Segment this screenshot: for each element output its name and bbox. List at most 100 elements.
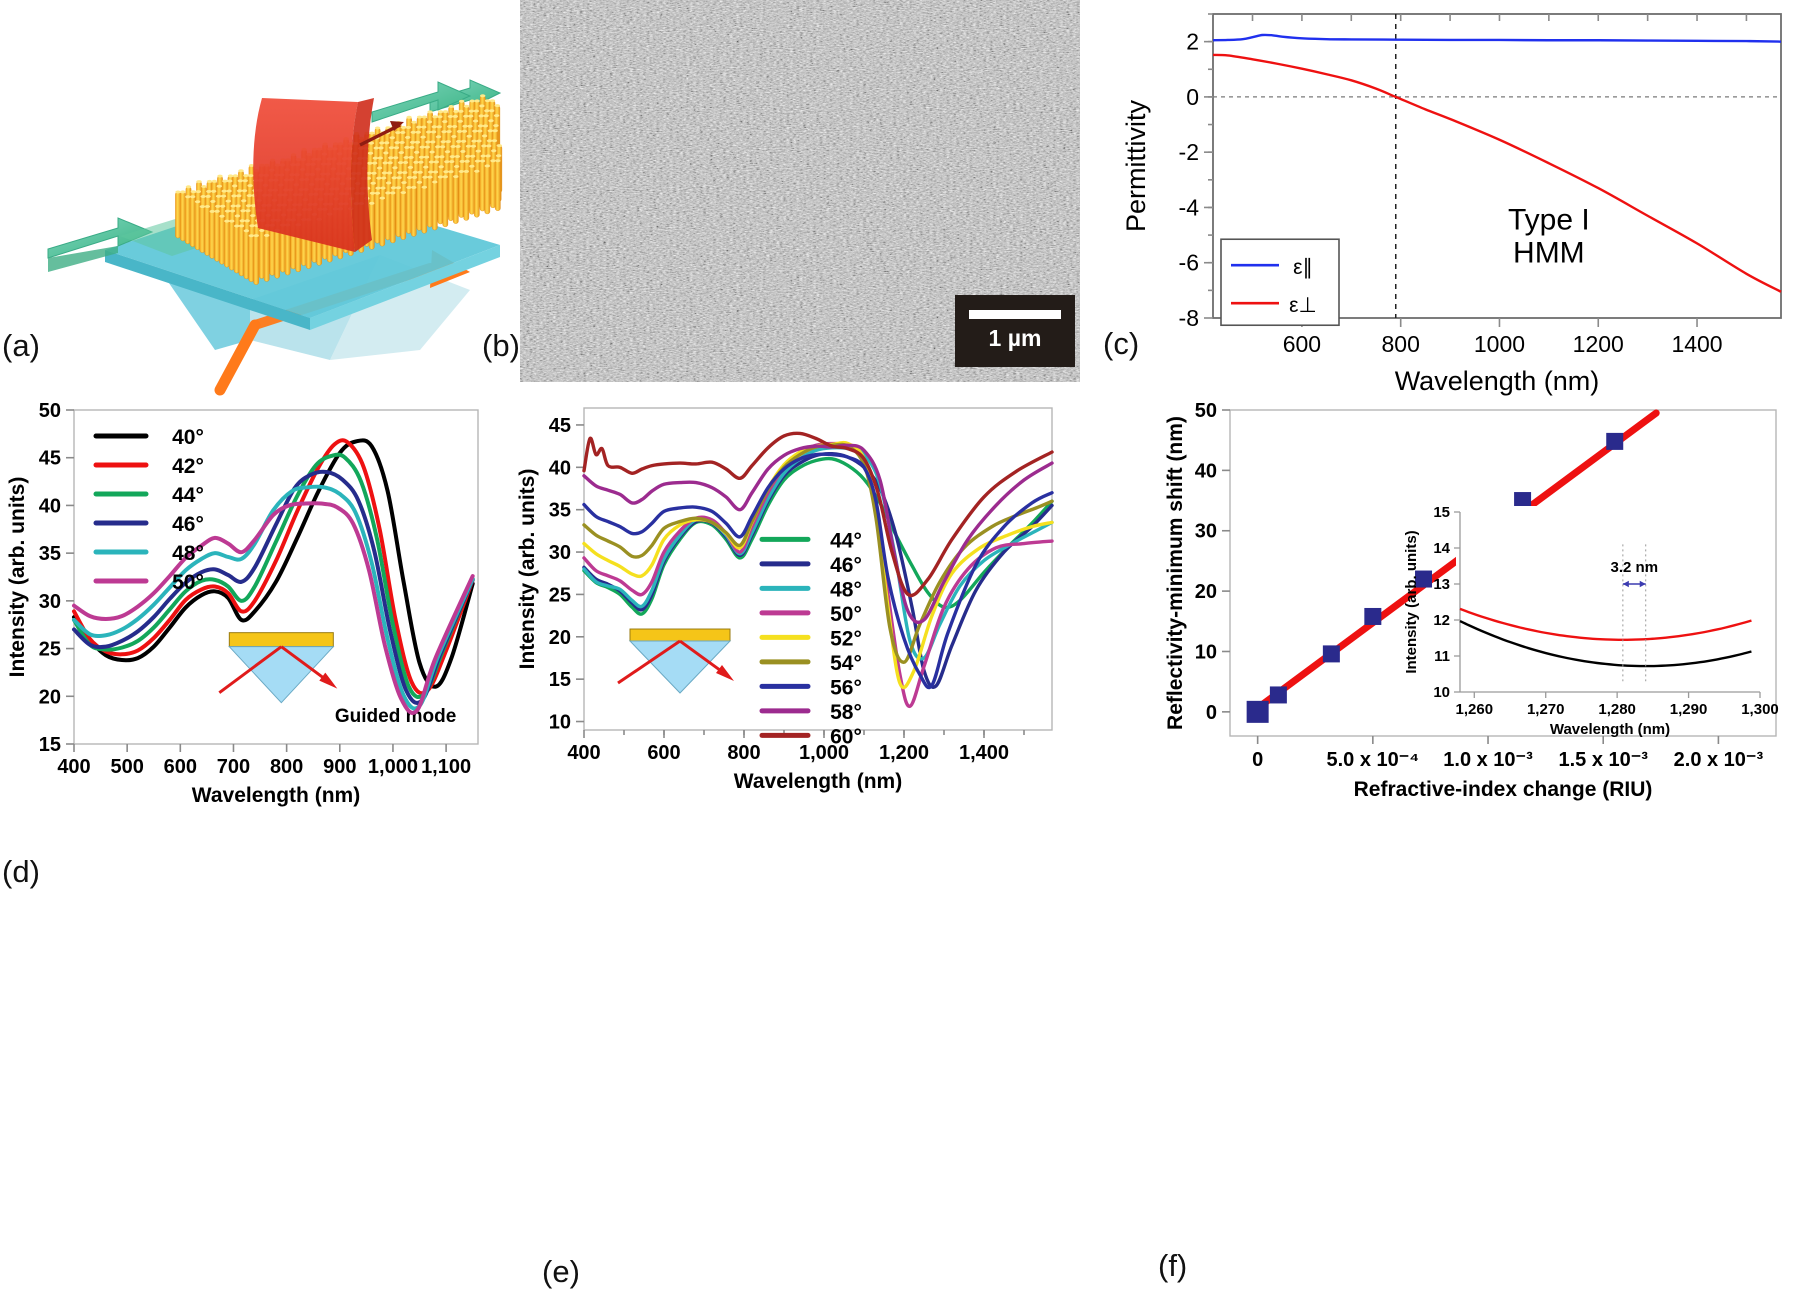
series-40° bbox=[72, 438, 475, 689]
y-tick-label: 40 bbox=[39, 495, 61, 517]
series-48° bbox=[582, 445, 1054, 661]
y-tick-label: 20 bbox=[1195, 581, 1217, 603]
x-tick-label: 1.0 x 10⁻³ bbox=[1443, 749, 1533, 771]
y-tick-label: -6 bbox=[1179, 250, 1199, 276]
legend-label: 44° bbox=[172, 484, 204, 507]
y-tick-label: 30 bbox=[39, 591, 61, 613]
x-tick-label: 1,400 bbox=[959, 742, 1009, 764]
legend-label: 52° bbox=[830, 627, 862, 650]
x-tick-label: 1,100 bbox=[421, 756, 471, 778]
series-58° bbox=[582, 443, 1054, 625]
panel-a-schematic: (a) bbox=[0, 0, 503, 396]
data-point-marker bbox=[1606, 432, 1624, 450]
legend-label: 40° bbox=[172, 426, 204, 449]
y-tick-label: 35 bbox=[39, 543, 61, 565]
schematic-svg bbox=[47, 79, 503, 396]
nanorod-array bbox=[175, 94, 503, 285]
panel-d-chart: 400 500 600 700 800 900 1,000 1,100 15 20 25 30 35 40… bbox=[6, 400, 479, 807]
inset-y-tick-label: 13 bbox=[1433, 576, 1450, 593]
y-tick-label: 15 bbox=[39, 734, 61, 756]
panel-c-legend bbox=[1220, 238, 1340, 327]
panel-f-chart: 0 5.0 x 10⁻⁴ 1.0 x 10⁻³ 1.5 x 10⁻³ 2.0 x 10⁻… bbox=[1164, 400, 1779, 801]
series-46° bbox=[72, 469, 475, 705]
x-tick-label: 600 bbox=[1283, 331, 1321, 357]
x-tick-label: 1,200 bbox=[879, 742, 929, 764]
y-axis-title: Intensity (arb. units) bbox=[6, 477, 29, 678]
y-tick-label: 50 bbox=[39, 400, 61, 422]
y-tick-label: 20 bbox=[549, 627, 571, 649]
inset-y-tick-label: 11 bbox=[1434, 648, 1450, 665]
data-point-marker bbox=[1246, 700, 1269, 723]
y-tick-label: 15 bbox=[549, 669, 571, 691]
x-tick-label: 800 bbox=[1381, 331, 1419, 357]
inset-x-tick-label: 1,280 bbox=[1598, 701, 1636, 718]
x-tick-label: 400 bbox=[567, 742, 600, 764]
panel-c-permittivity: 600 800 1000 1200 1400 2 0 -2 -4 -6 -8 Type I HMM ε∥ ε… bbox=[1103, 0, 1793, 396]
inset-y-tick-label: 10 bbox=[1433, 684, 1450, 701]
x-tick-label: 900 bbox=[323, 756, 356, 778]
data-point-marker bbox=[1514, 492, 1532, 510]
y-tick-label: 45 bbox=[549, 415, 571, 437]
y-tick-label: 0 bbox=[1206, 702, 1217, 724]
y-tick-label: 25 bbox=[39, 639, 61, 661]
series-eps-perp bbox=[1212, 53, 1782, 293]
sem-scale-bar bbox=[969, 310, 1061, 319]
y-tick-label: -4 bbox=[1179, 194, 1200, 220]
y-tick-label: 50 bbox=[1195, 400, 1217, 422]
x-tick-label: 500 bbox=[110, 756, 143, 778]
inset-x-axis-title: Wavelength (nm) bbox=[1550, 721, 1670, 738]
x-tick-label: 700 bbox=[217, 756, 250, 778]
inset-y-tick-label: 12 bbox=[1433, 612, 1450, 629]
series-44° bbox=[72, 452, 475, 700]
y-tick-label: 2 bbox=[1186, 29, 1199, 55]
legend-label: ε⊥ bbox=[1289, 294, 1317, 317]
green-input-arrow bbox=[47, 217, 154, 272]
y-tick-label: 0 bbox=[1186, 84, 1199, 110]
y-axis-title: Reflectivity-minimum shift (nm) bbox=[1164, 416, 1187, 730]
data-point-marker bbox=[1415, 570, 1433, 588]
x-tick-label: 1,000 bbox=[799, 742, 849, 764]
legend-label: 50° bbox=[172, 571, 204, 594]
x-tick-label: 800 bbox=[727, 742, 760, 764]
panel-label-b: (b) bbox=[482, 328, 520, 363]
x-tick-label: 1000 bbox=[1474, 331, 1525, 357]
x-tick-label: 1200 bbox=[1573, 331, 1624, 357]
data-point-marker bbox=[1322, 645, 1340, 663]
y-tick-label: -8 bbox=[1179, 305, 1199, 331]
inset-background bbox=[1456, 506, 1770, 698]
y-tick-label: 35 bbox=[549, 500, 571, 522]
x-axis-title: Wavelength (nm) bbox=[734, 770, 902, 793]
series-eps-parallel bbox=[1212, 33, 1782, 43]
panel-label-c: (c) bbox=[1103, 326, 1140, 361]
y-tick-label: 30 bbox=[1195, 521, 1217, 543]
legend-label: 48° bbox=[172, 542, 204, 565]
x-axis-title: Refractive-index change (RIU) bbox=[1354, 778, 1653, 801]
legend-label: 56° bbox=[830, 676, 862, 699]
y-tick-label: 10 bbox=[549, 712, 571, 734]
series-48° bbox=[72, 484, 475, 711]
panel-b-sem: 1 µm (b) bbox=[482, 0, 1080, 382]
x-axis-title: Wavelength (nm) bbox=[192, 784, 360, 807]
legend-label: 54° bbox=[830, 652, 862, 675]
annotation-type-i: Type I bbox=[1508, 204, 1590, 237]
x-tick-label: 1400 bbox=[1671, 331, 1722, 357]
x-tick-label: 2.0 x 10⁻³ bbox=[1674, 749, 1764, 771]
inset-y-tick-label: 15 bbox=[1433, 504, 1450, 521]
inset-x-tick-label: 1,290 bbox=[1670, 701, 1708, 718]
panel-e-angle-spectra-wide: 400 600 800 1,000 1,200 1,400 10 15 20 25 30 35 40 45… bbox=[500, 392, 1070, 1289]
legend-label: 48° bbox=[830, 578, 862, 601]
legend-label: 42° bbox=[172, 455, 204, 478]
y-tick-label: 30 bbox=[549, 542, 571, 564]
inset-y-tick-label: 14 bbox=[1433, 540, 1450, 557]
legend-label: 60° bbox=[830, 725, 862, 748]
data-point-marker bbox=[1269, 686, 1287, 704]
x-axis-title: Wavelength (nm) bbox=[1395, 366, 1600, 396]
y-tick-label: -2 bbox=[1179, 139, 1199, 165]
x-tick-label: 400 bbox=[57, 756, 90, 778]
panel-f-inset: 1,260 1,270 1,280 1,290 1,300 10 11 12 13 14 15 3.2… bbox=[1403, 504, 1779, 738]
guided-mode-label: Guided mode bbox=[335, 706, 456, 727]
y-tick-label: 25 bbox=[549, 584, 571, 606]
data-point-marker bbox=[1364, 607, 1382, 625]
green-output-arrow-2 bbox=[371, 81, 472, 123]
x-tick-label: 0 bbox=[1252, 749, 1263, 771]
